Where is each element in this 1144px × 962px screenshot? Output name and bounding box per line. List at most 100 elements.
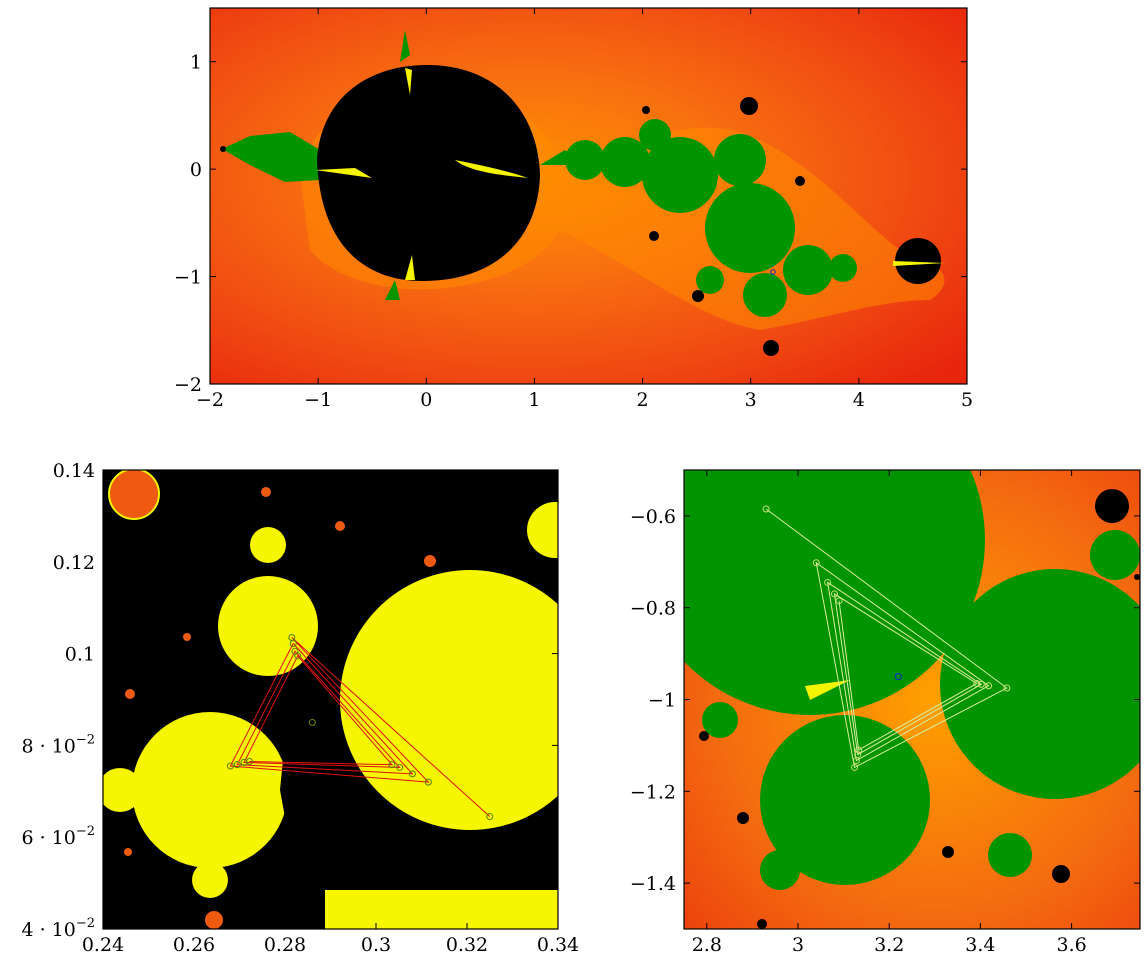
green-bulb xyxy=(940,569,1140,799)
orbit-point xyxy=(985,682,993,690)
green-bulb xyxy=(639,119,671,151)
green-bulb xyxy=(760,715,930,885)
black-satellite xyxy=(737,812,749,824)
x-tick-label: 3.6 xyxy=(1056,934,1086,956)
y-tick-label: 1 xyxy=(190,52,202,74)
x-tick-label: 0.24 xyxy=(82,934,124,956)
panel-main: −2 −1 0 1 2 3 4 5 −2 −1 0 1 xyxy=(174,7,973,411)
orbit-point xyxy=(973,679,981,687)
black-filament xyxy=(280,690,330,900)
x-tick-label: 0.26 xyxy=(173,934,215,956)
black-satellite xyxy=(757,919,767,929)
orbit-point xyxy=(1003,684,1011,692)
plot-frame xyxy=(102,469,559,930)
orbit-point xyxy=(289,640,297,648)
y-tick-label: 0.1 xyxy=(65,644,95,666)
yellow-bulb xyxy=(218,576,318,676)
yellow-filament xyxy=(455,160,528,178)
plot-frame xyxy=(209,7,968,385)
x-tick-label: 0.3 xyxy=(361,934,391,956)
orbit-point xyxy=(424,778,432,786)
y-tick-mantissa: 8 · 10 xyxy=(21,735,75,757)
yellow-filament xyxy=(893,261,945,266)
y-tick-exponent: −2 xyxy=(76,916,95,931)
orbit-path xyxy=(765,508,1008,769)
x-tick-label: 0 xyxy=(420,389,432,411)
panel-zoom-left: 0.24 0.26 0.28 0.3 0.32 0.344 · 10−26 · 10−28… xyxy=(21,460,579,956)
orbit-point xyxy=(226,762,234,770)
yellow-bulb xyxy=(325,890,558,929)
orbit-point xyxy=(830,590,838,598)
orbit-point xyxy=(855,746,863,754)
x-tick-label: 0.32 xyxy=(446,934,488,956)
yellow-bulb xyxy=(132,712,288,868)
orbit-point xyxy=(824,578,832,586)
orbit-point xyxy=(396,763,404,771)
green-bulb xyxy=(684,470,985,715)
y-tick-label: −1.2 xyxy=(630,781,676,803)
black-satellite xyxy=(942,846,954,858)
black-basin-main xyxy=(317,64,540,282)
y-tick-label: −0.6 xyxy=(630,506,676,528)
y-tick-label: −1 xyxy=(648,690,676,712)
orbit-point xyxy=(233,761,241,769)
axes-left: 0.24 0.26 0.28 0.3 0.32 0.344 · 10−26 · 10−28… xyxy=(21,460,579,956)
marked-point xyxy=(308,718,316,727)
x-tick-label: 2 xyxy=(637,389,649,411)
black-satellite xyxy=(642,106,650,114)
panel-zoom-right: 2.8 3 3.2 3.4 3.6 −0.6 −0.8 −1 −1.2 −1.4 xyxy=(630,469,1141,956)
axes-main: −2 −1 0 1 2 3 4 5 −2 −1 0 1 xyxy=(174,8,973,411)
yellow-filament xyxy=(405,255,415,280)
y-tick-label: 6 · 10−2 xyxy=(21,824,95,849)
green-bulb xyxy=(1090,530,1140,580)
black-satellite xyxy=(1134,574,1140,580)
marked-point xyxy=(894,672,902,681)
y-tick-label: 0.14 xyxy=(53,460,95,482)
fractal-image-right xyxy=(684,470,1140,929)
x-tick-label: −1 xyxy=(304,389,332,411)
escape-disc xyxy=(183,633,191,641)
x-tick-label: 3 xyxy=(745,389,757,411)
y-tick-label: −1 xyxy=(174,267,202,289)
yellow-bulb xyxy=(250,527,286,563)
x-tick-label: 0.34 xyxy=(537,934,579,956)
escape-disc xyxy=(335,521,345,531)
y-tick-exponent: −2 xyxy=(76,732,95,747)
y-tick-mantissa: 0.14 xyxy=(53,460,95,482)
y-tick-label: 8 · 10−2 xyxy=(21,732,95,757)
y-tick-label: 0 xyxy=(190,159,202,181)
yellow-filament xyxy=(315,168,372,178)
green-bulb xyxy=(988,833,1032,877)
yellow-bulb xyxy=(527,502,558,558)
green-spike xyxy=(385,280,400,300)
x-tick-label: −2 xyxy=(196,389,224,411)
orbit-right xyxy=(762,505,1011,771)
orbit-point xyxy=(812,559,820,567)
x-tick-label: 1 xyxy=(528,389,540,411)
green-spike xyxy=(400,30,410,62)
x-tick-label: 3 xyxy=(792,934,804,956)
orbit-point xyxy=(486,813,494,821)
y-tick-label: 0.12 xyxy=(53,552,95,574)
orbit-point xyxy=(408,770,416,778)
green-bulb xyxy=(565,140,605,180)
marked-point xyxy=(770,269,776,275)
escape-disc xyxy=(261,487,271,497)
orbit-point xyxy=(854,751,862,759)
y-tick-mantissa: 0.12 xyxy=(53,552,95,574)
y-tick-label: 4 · 10−2 xyxy=(21,916,95,941)
black-satellite xyxy=(220,146,226,152)
black-satellite xyxy=(699,731,709,741)
green-bulb xyxy=(540,150,585,165)
fractal-image-main xyxy=(210,8,967,384)
yellow-filament xyxy=(405,68,412,95)
y-tick-label: −2 xyxy=(174,374,202,396)
y-tick-label: −0.8 xyxy=(630,598,676,620)
axes-right: 2.8 3 3.2 3.4 3.6 −0.6 −0.8 −1 −1.2 −1.4 xyxy=(630,470,1140,956)
x-tick-label: 5 xyxy=(961,389,973,411)
x-tick-label: 3.4 xyxy=(965,934,995,956)
yellow-bulb xyxy=(103,768,142,812)
orbit-point xyxy=(762,505,770,513)
green-bulb xyxy=(783,245,833,295)
